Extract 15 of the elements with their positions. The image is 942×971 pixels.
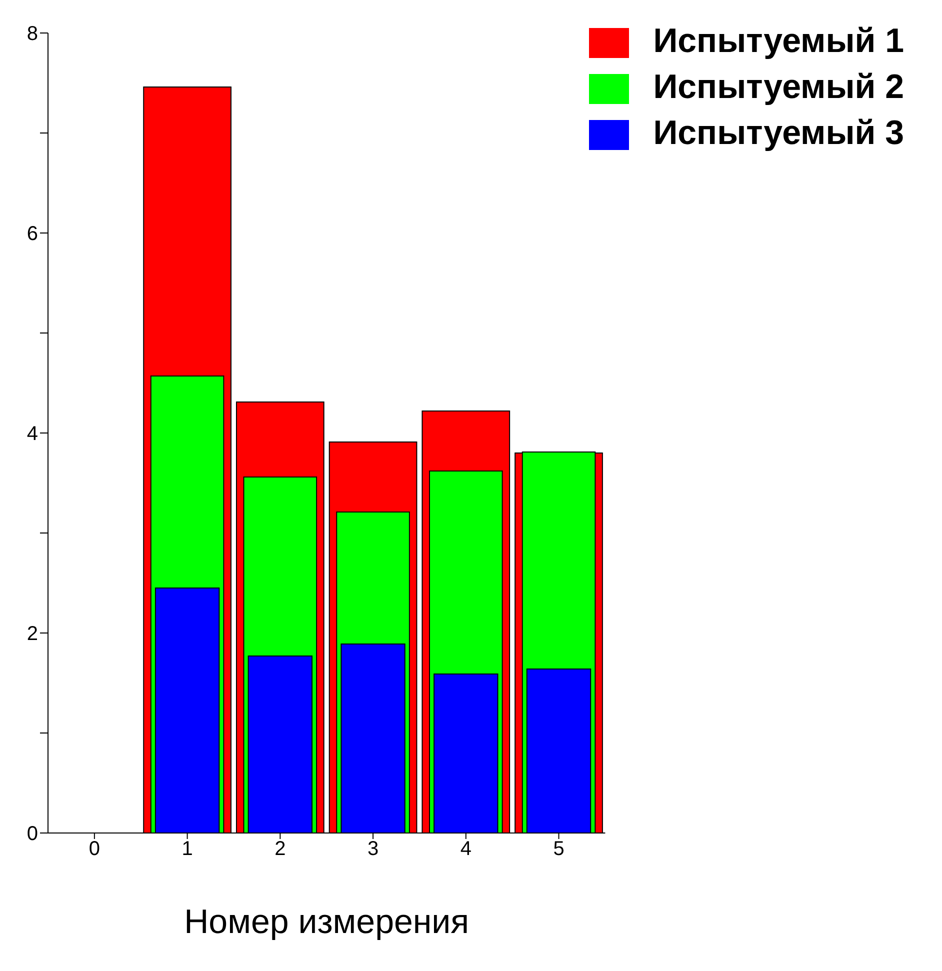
y-tick-label: 4 <box>26 423 38 446</box>
legend-label: Испытуемый 2 <box>653 68 904 106</box>
x-tick-label: 0 <box>88 838 100 860</box>
x-tick-label: 5 <box>553 838 564 860</box>
y-tick-label: 0 <box>26 823 38 846</box>
y-tick-label: 6 <box>26 223 38 246</box>
y-tick-label: 2 <box>26 623 38 646</box>
x-tick-label: 1 <box>182 838 193 860</box>
legend-label: Испытуемый 1 <box>653 22 904 60</box>
y-tick-label: 8 <box>26 23 38 46</box>
x-axis-title: Номер измерения <box>184 903 470 941</box>
legend-label: Испытуемый 3 <box>653 114 904 152</box>
x-tick-label: 2 <box>274 838 286 860</box>
x-tick-label: 4 <box>460 838 472 860</box>
x-tick-label: 3 <box>367 838 379 860</box>
